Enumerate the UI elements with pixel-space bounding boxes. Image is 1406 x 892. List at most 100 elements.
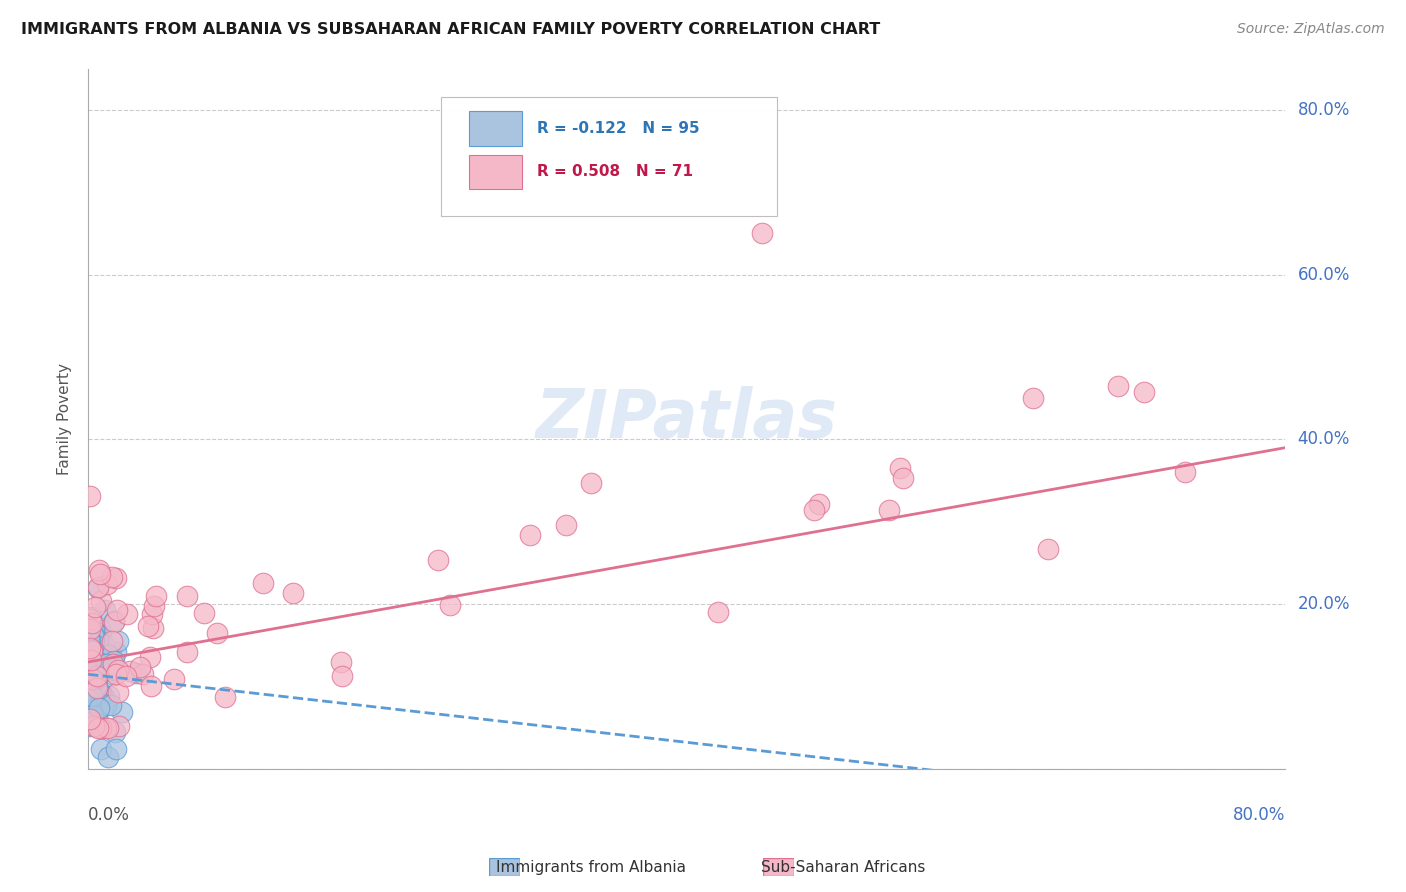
Point <box>139 649 162 664</box>
Point <box>87 700 110 714</box>
Point <box>77 677 100 691</box>
Point <box>83 690 105 704</box>
Point <box>79 641 101 656</box>
FancyBboxPatch shape <box>468 154 522 189</box>
Point <box>252 576 274 591</box>
Point <box>77 706 100 721</box>
Point <box>83 637 105 651</box>
Point <box>90 741 112 756</box>
Point <box>94 657 117 671</box>
Point <box>86 711 108 725</box>
Point <box>1107 378 1129 392</box>
Point <box>163 673 186 687</box>
Point <box>86 671 108 685</box>
Point <box>89 567 111 582</box>
Text: IMMIGRANTS FROM ALBANIA VS SUBSAHARAN AFRICAN FAMILY POVERTY CORRELATION CHART: IMMIGRANTS FROM ALBANIA VS SUBSAHARAN AF… <box>21 22 880 37</box>
Point <box>79 623 101 637</box>
Point <box>83 679 105 693</box>
Point <box>107 684 129 698</box>
Point <box>77 665 100 680</box>
Text: R = 0.508   N = 71: R = 0.508 N = 71 <box>537 164 693 179</box>
Point <box>84 624 107 638</box>
Point <box>141 607 163 621</box>
Point <box>80 641 103 656</box>
Point <box>80 610 103 624</box>
Point <box>89 664 111 678</box>
Text: 60.0%: 60.0% <box>1298 266 1350 284</box>
Point <box>105 603 128 617</box>
Point <box>80 644 103 658</box>
Point <box>96 577 118 591</box>
Point <box>77 656 100 670</box>
Point <box>105 667 128 681</box>
Y-axis label: Family Poverty: Family Poverty <box>58 363 72 475</box>
Point <box>80 652 103 666</box>
Point <box>86 669 108 683</box>
Point <box>93 638 115 652</box>
Point <box>82 644 104 658</box>
Point <box>77 682 100 697</box>
Point <box>104 571 127 585</box>
Point <box>103 668 125 682</box>
Point <box>108 718 131 732</box>
Point <box>100 646 122 660</box>
Point <box>808 497 831 511</box>
Point <box>83 662 105 676</box>
Point <box>82 663 104 677</box>
Text: ZIPatlas: ZIPatlas <box>536 386 838 452</box>
Point <box>138 619 160 633</box>
Point <box>80 680 103 694</box>
Point <box>143 599 166 613</box>
Point <box>101 570 124 584</box>
Point <box>80 699 103 714</box>
Point <box>145 589 167 603</box>
Point <box>90 685 112 699</box>
Point <box>87 564 110 578</box>
Point <box>1174 465 1197 479</box>
Point <box>80 684 103 698</box>
Point <box>139 679 162 693</box>
Point <box>87 694 110 708</box>
Text: 80.0%: 80.0% <box>1233 806 1285 824</box>
Point <box>579 476 602 491</box>
Point <box>86 656 108 670</box>
Point <box>87 581 110 595</box>
Point <box>93 689 115 703</box>
Point <box>80 663 103 677</box>
Point <box>82 714 104 729</box>
Point <box>84 662 107 676</box>
Point <box>751 227 773 241</box>
Point <box>80 622 103 636</box>
FancyBboxPatch shape <box>468 112 522 145</box>
Point <box>86 666 108 681</box>
Point <box>281 586 304 600</box>
Point <box>82 628 104 642</box>
Point <box>132 666 155 681</box>
Point <box>79 681 101 696</box>
Point <box>86 680 108 694</box>
Point <box>87 721 110 735</box>
Point <box>87 632 110 647</box>
Point <box>94 721 117 735</box>
Point <box>80 672 103 686</box>
Point <box>427 553 450 567</box>
Point <box>877 502 900 516</box>
Point <box>77 662 100 676</box>
Point <box>77 665 100 679</box>
Point <box>82 718 104 732</box>
Point <box>1133 384 1156 399</box>
Point <box>97 721 120 735</box>
Point <box>94 603 117 617</box>
Point <box>86 671 108 685</box>
Point <box>115 607 138 622</box>
Point <box>80 642 103 657</box>
Point <box>77 643 100 657</box>
Point <box>1038 542 1060 557</box>
Point <box>103 614 125 628</box>
Point <box>90 629 112 643</box>
Point <box>103 615 125 629</box>
Point <box>83 632 105 647</box>
Point <box>86 700 108 714</box>
Text: 80.0%: 80.0% <box>1298 101 1350 119</box>
Point <box>89 686 111 700</box>
